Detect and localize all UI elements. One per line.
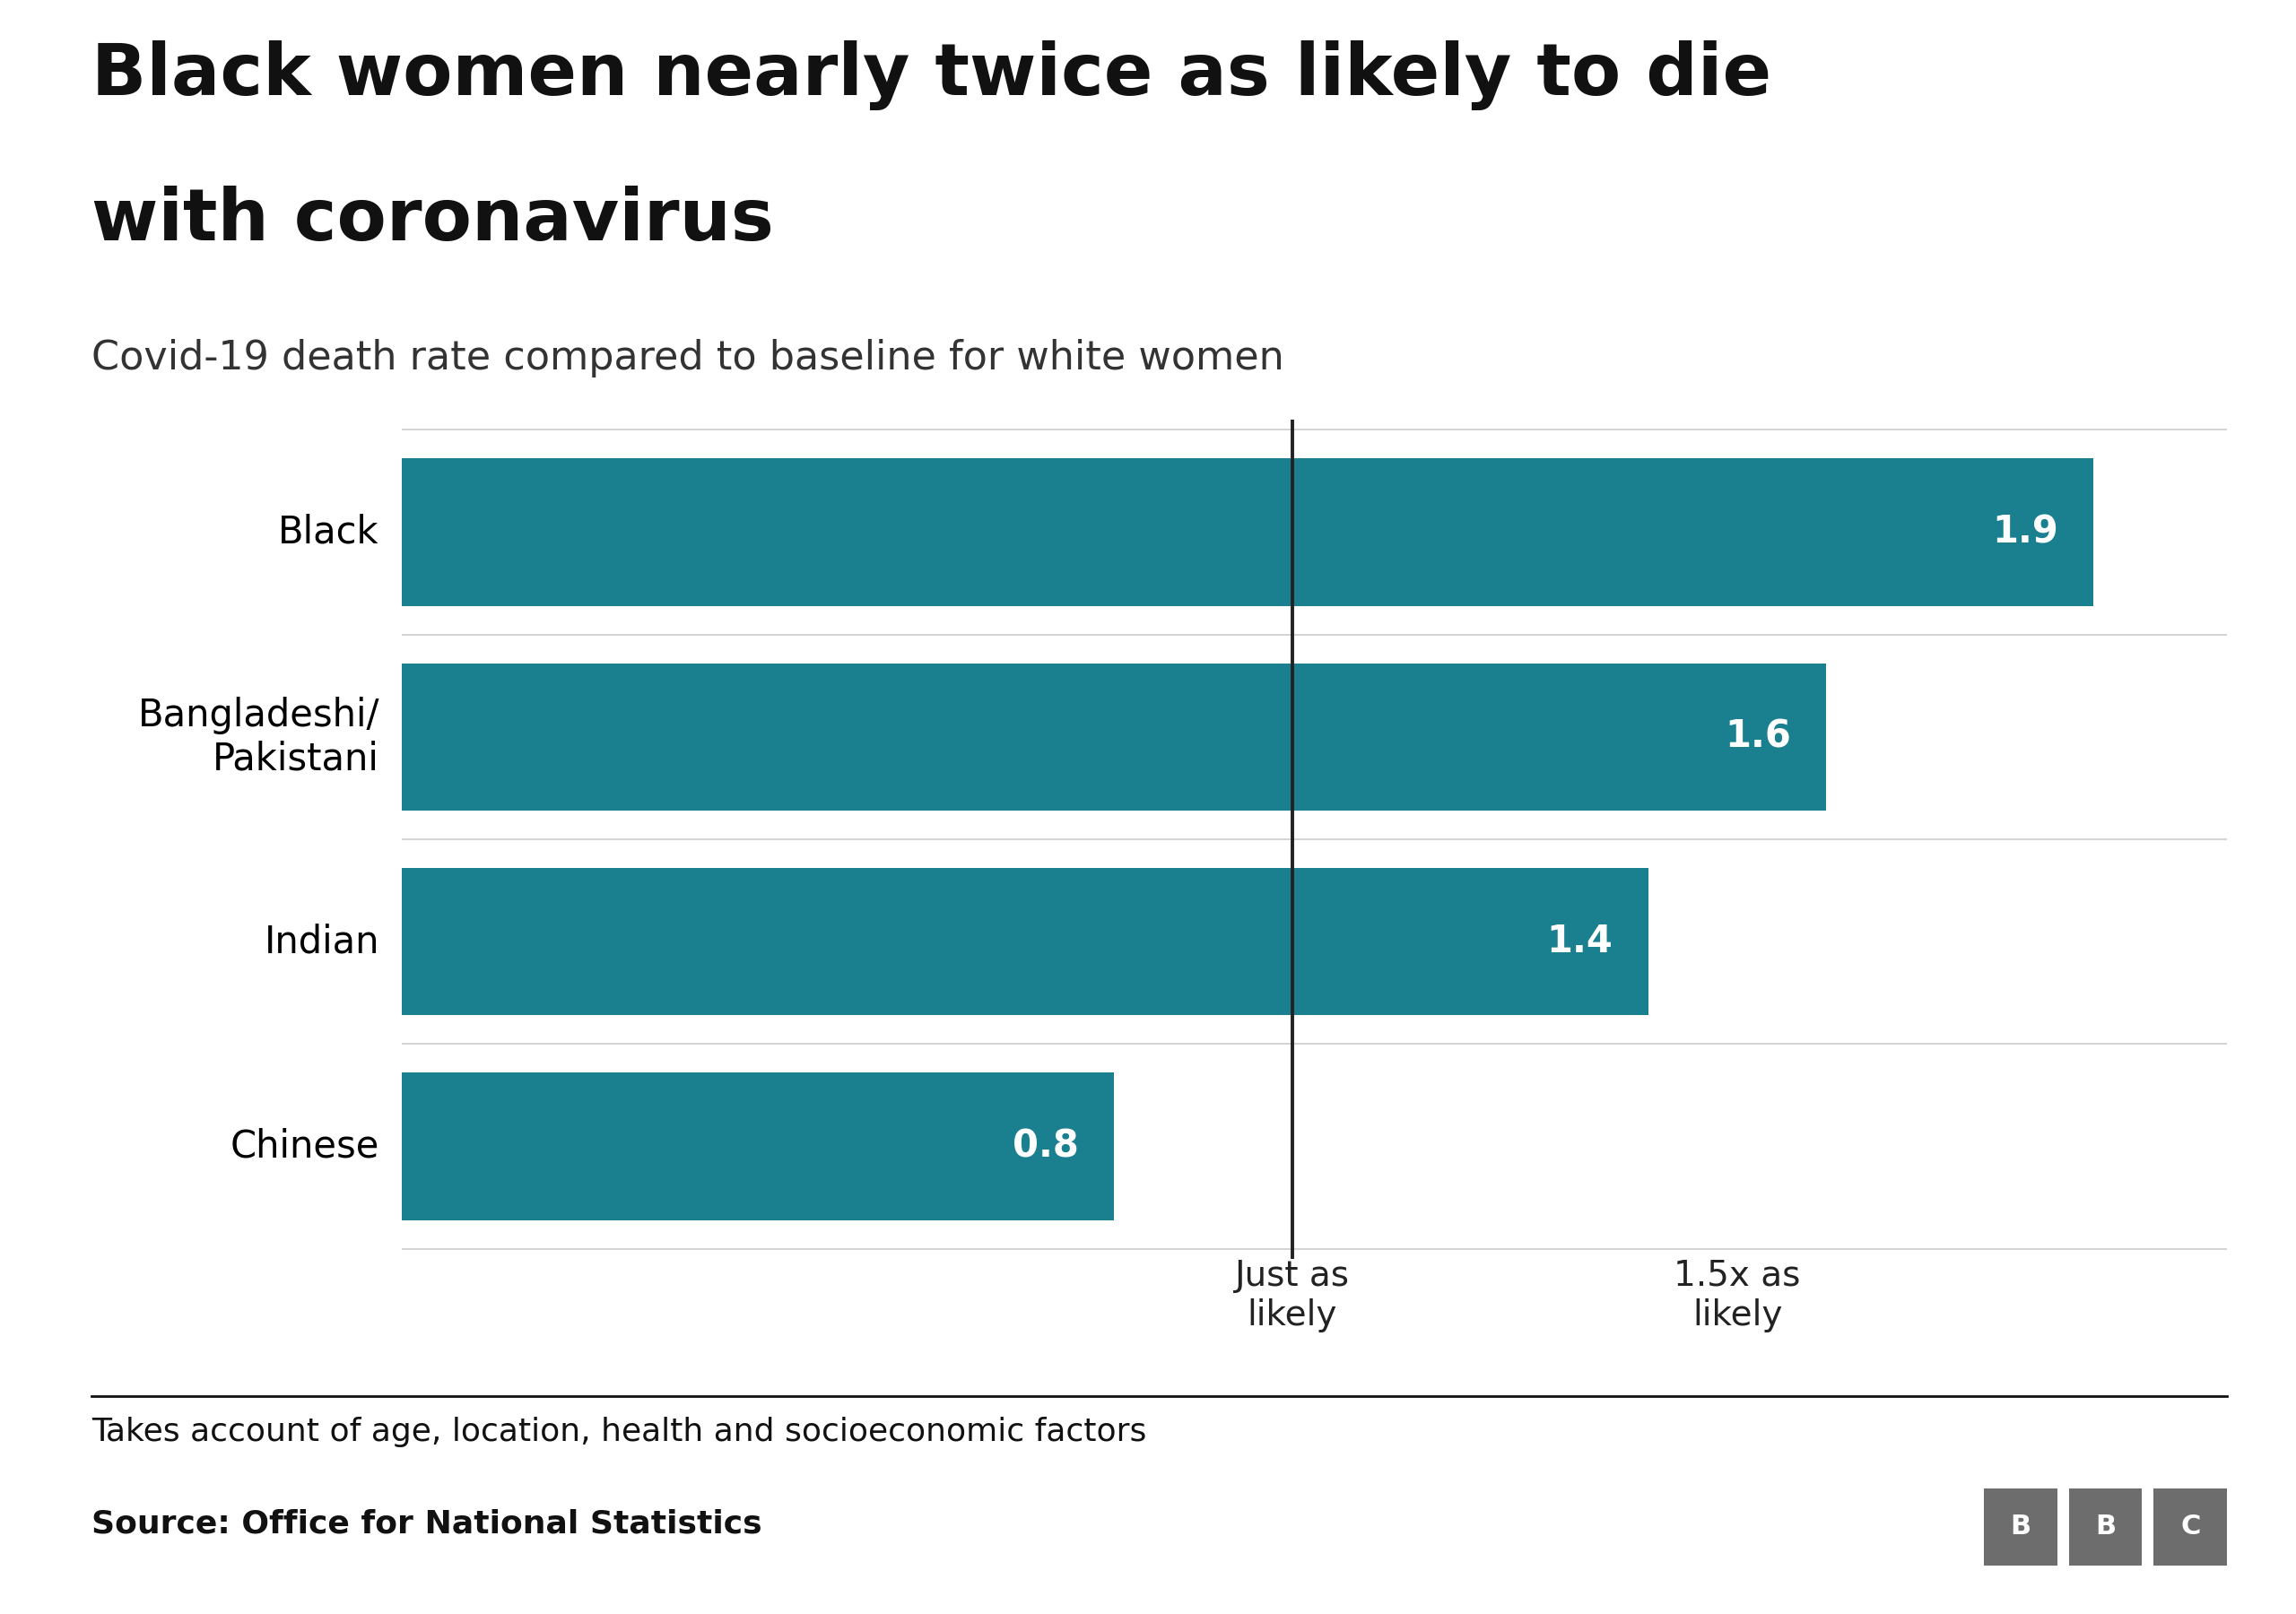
Text: Just as
likely: Just as likely [1235,1259,1350,1333]
Bar [402,458,2094,605]
Text: 1.9: 1.9 [1993,513,2057,550]
Bar [402,868,1649,1015]
Text: B: B [2009,1514,2032,1540]
Text: Takes account of age, location, health and socioeconomic factors: Takes account of age, location, health a… [92,1417,1148,1448]
Text: 1.6: 1.6 [1724,718,1791,755]
Text: 1.5x as
likely: 1.5x as likely [1674,1259,1800,1333]
Text: Covid-19 death rate compared to baseline for white women: Covid-19 death rate compared to baseline… [92,339,1283,378]
Text: Black women nearly twice as likely to die: Black women nearly twice as likely to di… [92,40,1773,110]
Bar [402,663,1825,810]
Text: 1.4: 1.4 [1548,923,1612,960]
Text: with coronavirus: with coronavirus [92,186,774,255]
Bar [402,1073,1114,1220]
Text: 0.8: 0.8 [1013,1128,1079,1165]
Text: Source: Office for National Statistics: Source: Office for National Statistics [92,1509,762,1540]
Text: C: C [2181,1514,2200,1540]
Text: B: B [2094,1514,2117,1540]
